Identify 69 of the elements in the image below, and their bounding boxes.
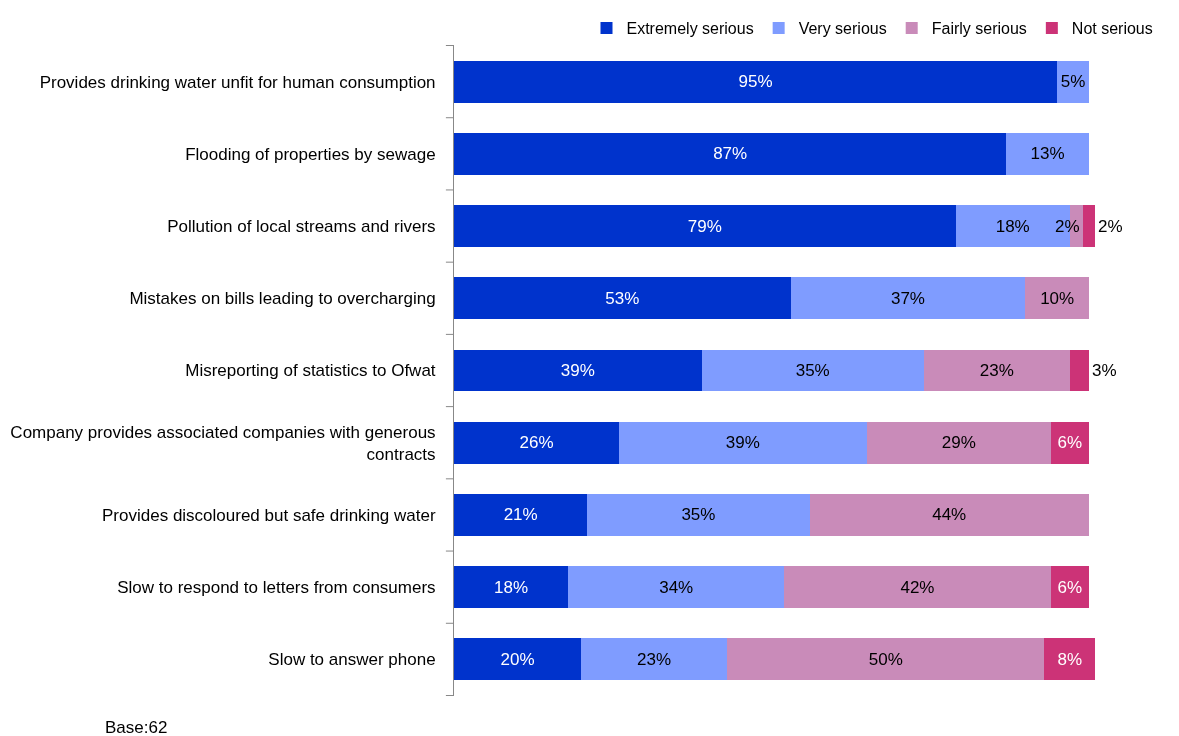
data-label: 5%	[1060, 72, 1086, 92]
data-label: 8%	[1057, 649, 1083, 669]
data-label: 23%	[636, 649, 672, 669]
bar	[790, 277, 1026, 320]
bar	[454, 421, 620, 464]
bar	[454, 638, 581, 681]
data-label: 3%	[1092, 361, 1117, 380]
bar	[784, 566, 1051, 609]
data-label: 18%	[995, 216, 1030, 236]
bar	[580, 638, 728, 681]
bar	[809, 494, 1089, 536]
data-label: 34%	[659, 577, 694, 597]
legend-label: Not serious	[1071, 20, 1153, 38]
bar	[923, 349, 1070, 392]
data-label: 23%	[979, 361, 1014, 380]
data-label: 79%	[687, 216, 722, 236]
data-label: 35%	[795, 361, 830, 380]
bar	[701, 349, 924, 392]
data-label: 39%	[725, 433, 760, 453]
legend-label: Very serious	[798, 20, 887, 38]
legend-label: Extremely serious	[626, 20, 754, 38]
data-label: 26%	[519, 433, 554, 453]
bar	[454, 277, 791, 320]
bar	[619, 421, 867, 464]
bar	[587, 494, 810, 536]
data-label: 6%	[1057, 577, 1083, 597]
data-label: 13%	[1030, 144, 1065, 164]
y-tick-label: Pollution of local streams and rivers	[167, 217, 436, 237]
bar	[568, 566, 785, 609]
data-label: 95%	[738, 72, 773, 92]
data-label: 2%	[1098, 217, 1123, 236]
bar	[1069, 349, 1089, 392]
bar	[1006, 132, 1089, 175]
y-tick-label: Mistakes on bills leading to overcharging	[129, 289, 436, 309]
bar	[454, 494, 588, 536]
data-label: 37%	[890, 288, 925, 308]
data-label: 18%	[494, 577, 529, 597]
data-label: 53%	[605, 288, 640, 308]
y-tick-label: Slow to answer phone	[268, 650, 436, 670]
y-tick-label: Provides discoloured but safe drinking water	[102, 505, 436, 525]
bar	[454, 60, 1058, 103]
bar	[454, 566, 569, 609]
y-tick-label: Slow to respond to letters from consumers	[117, 578, 436, 598]
bar	[1025, 277, 1089, 320]
bar	[866, 421, 1051, 464]
bar	[727, 638, 1045, 681]
data-label: 87%	[713, 144, 748, 164]
y-tick-label: Flooding of properties by sewage	[185, 144, 436, 164]
data-label: 42%	[900, 577, 935, 597]
bar	[454, 132, 1007, 175]
data-label: 44%	[932, 505, 967, 525]
data-label: 39%	[560, 361, 595, 380]
data-label: 35%	[681, 505, 716, 525]
data-label: 10%	[1040, 288, 1075, 308]
bar	[454, 205, 956, 247]
bar	[1082, 205, 1096, 247]
y-tick-label: Provides drinking water unfit for human consumption	[39, 72, 436, 92]
bar	[1044, 638, 1096, 681]
y-tick-label: Company provides associated companies with generous contracts	[10, 422, 436, 464]
legend-label: Fairly serious	[931, 20, 1027, 38]
data-label: 29%	[941, 433, 976, 453]
data-label: 21%	[503, 505, 538, 525]
data-label: 2%	[1055, 217, 1080, 236]
data-label: 50%	[868, 649, 903, 669]
text: Base:62	[105, 718, 168, 736]
data-label: 20%	[500, 649, 535, 669]
bar	[454, 349, 702, 392]
y-tick-label: Misreporting of statistics to Ofwat	[185, 361, 436, 381]
data-label: 6%	[1057, 433, 1083, 453]
